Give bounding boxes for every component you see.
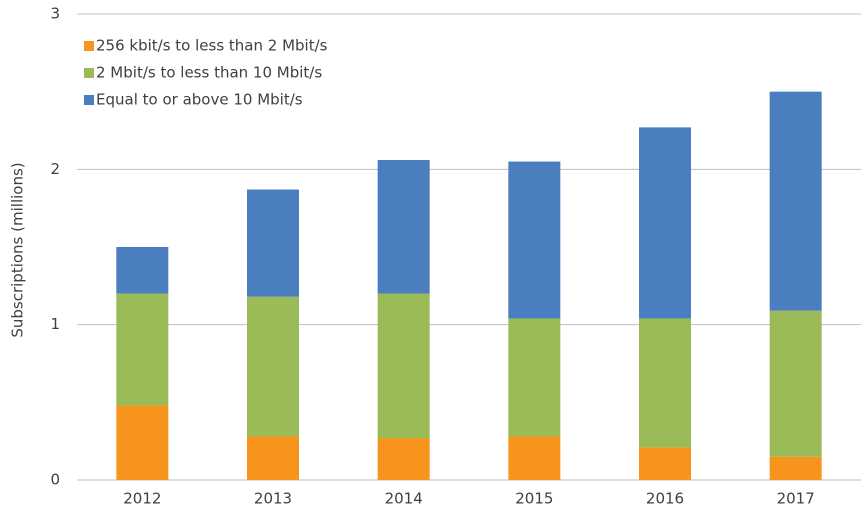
bar-segment (508, 161, 561, 319)
legend-swatch (84, 68, 94, 78)
bar-segment (247, 189, 299, 297)
bar-segment (116, 405, 169, 480)
bar-segment (639, 447, 691, 480)
x-tick-label: 2015 (515, 490, 553, 508)
bar-segment (116, 293, 169, 406)
bar-segment (377, 293, 430, 439)
bar-segment (769, 91, 822, 311)
x-tick-label: 2016 (646, 490, 684, 508)
y-tick-label: 0 (50, 471, 60, 489)
y-axis-label: Subscriptions (millions) (9, 162, 27, 337)
legend-label: Equal to or above 10 Mbit/s (96, 91, 303, 109)
bar-segment (639, 318, 691, 448)
bar-segment (639, 127, 691, 319)
bar-segment (508, 436, 561, 480)
bar-segment (247, 436, 299, 480)
bar-segment (116, 247, 169, 294)
legend-label: 2 Mbit/s to less than 10 Mbit/s (96, 64, 322, 82)
y-tick-label: 1 (50, 315, 60, 333)
bar-segment (377, 438, 430, 480)
bar-segment (247, 296, 299, 437)
x-tick-label: 2014 (385, 490, 423, 508)
legend-label: 256 kbit/s to less than 2 Mbit/s (96, 37, 328, 55)
bar-segment (769, 456, 822, 480)
bar-segment (769, 310, 822, 457)
bar-segment (377, 160, 430, 294)
y-tick-label: 2 (50, 160, 60, 178)
legend-swatch (84, 95, 94, 105)
x-tick-label: 2017 (777, 490, 815, 508)
bar-segment (508, 318, 561, 437)
y-tick-label: 3 (50, 5, 60, 23)
x-tick-label: 2012 (123, 490, 161, 508)
x-tick-label: 2013 (254, 490, 292, 508)
legend-swatch (84, 41, 94, 51)
